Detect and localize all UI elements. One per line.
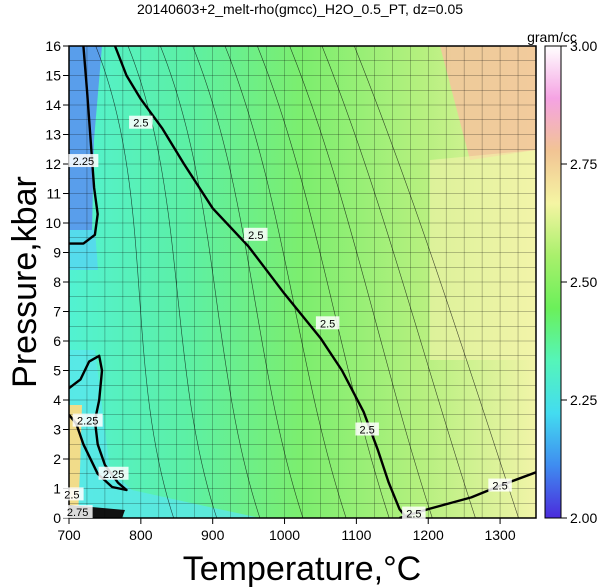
minor-contour-line xyxy=(354,46,519,518)
contour-label: 2.5 xyxy=(320,318,335,330)
minor-contour-line xyxy=(95,46,174,518)
y-tick-label: 4 xyxy=(53,392,61,408)
y-tick-label: 13 xyxy=(45,127,61,143)
minor-contour-line xyxy=(224,46,347,518)
contour-label: 2.5 xyxy=(492,481,507,493)
x-axis-title: Temperature,°C xyxy=(183,550,421,587)
grid xyxy=(69,46,536,518)
minor-contour-line xyxy=(257,46,390,518)
colorbar-bar xyxy=(544,45,562,519)
contour-label-bg xyxy=(129,115,153,129)
contour-label-bg xyxy=(68,154,99,168)
y-tick-label: 1 xyxy=(53,481,61,497)
low-density-lower-region xyxy=(69,350,260,518)
y-tick-label: 12 xyxy=(45,156,61,172)
contour-label: 2.5 xyxy=(64,489,79,501)
contour-line-2-25 xyxy=(69,46,99,245)
low-density-band xyxy=(69,230,98,270)
x-tick-label: 900 xyxy=(201,527,225,543)
minor-contours xyxy=(95,46,519,518)
contour-label-bg xyxy=(60,487,84,501)
contour-label: 2.25 xyxy=(77,416,98,428)
y-axis-title: Pressure,kbar xyxy=(6,176,44,388)
colorbar-tick-label: 2.00 xyxy=(570,510,597,526)
contour-label-bg xyxy=(62,505,93,519)
low-density-region xyxy=(69,46,102,230)
colorbar-label: gram/cc xyxy=(527,29,577,45)
contour-labels: 2.5 2.5 2.5 2.5 2.5 2.5 2.25 2.25 2.25 2.75 2.5 xyxy=(60,115,512,521)
contour-label: 2.5 xyxy=(360,425,375,437)
y-tick-label: 15 xyxy=(45,68,61,84)
colorbar-tick-label: 2.75 xyxy=(570,156,597,172)
y-tick-label: 11 xyxy=(46,186,61,202)
y-tick-label: 6 xyxy=(53,333,61,349)
y-tick-label: 16 xyxy=(45,38,61,54)
x-axis: 700 800 900 1000 1100 1200 1300 xyxy=(57,518,516,543)
contour-label-bg xyxy=(315,316,340,330)
contour-label-bg xyxy=(355,422,379,436)
contour-label-bg xyxy=(72,413,103,427)
contour-label-bg xyxy=(98,466,129,480)
colorbar-tick-label: 2.25 xyxy=(570,392,597,408)
y-tick-label: 7 xyxy=(53,304,61,320)
y-tick-label: 10 xyxy=(45,215,61,231)
high-density-plateau xyxy=(430,150,536,360)
contour-label-bg xyxy=(402,506,426,520)
y-tick-label: 9 xyxy=(53,245,61,261)
chart-title: 20140603+2_melt-rho(gmcc)_H2O_0.5_PT, dz… xyxy=(137,1,463,17)
contour-label: 2.5 xyxy=(133,118,148,130)
contour-label: 2.75 xyxy=(67,507,88,519)
minor-contour-line xyxy=(192,46,304,518)
y-tick-label: 0 xyxy=(53,510,61,526)
minor-contour-line xyxy=(160,46,261,518)
colorbar: gram/cc 2.00 2.25 2.50 2.75 3.00 xyxy=(527,29,597,526)
y-tick-label: 8 xyxy=(53,274,61,290)
y-tick-label: 5 xyxy=(53,363,61,379)
y-tick-label: 14 xyxy=(45,97,61,113)
x-tick-label: 1100 xyxy=(341,527,371,543)
x-tick-label: 1000 xyxy=(269,527,300,543)
colorbar-tick-label: 3.00 xyxy=(570,38,597,54)
x-tick-label: 800 xyxy=(129,527,153,543)
contour-label: 2.25 xyxy=(73,156,94,168)
minor-contour-line xyxy=(321,46,476,518)
x-tick-label: 1300 xyxy=(484,527,515,543)
x-tick-label: 1200 xyxy=(413,527,444,543)
x-tick-label: 700 xyxy=(57,527,81,543)
contour-label: 2.5 xyxy=(248,230,263,242)
minor-contour-line xyxy=(289,46,433,518)
colorbar-ticks: 2.00 2.25 2.50 2.75 3.00 xyxy=(561,38,597,526)
contour-label: 2.25 xyxy=(103,469,124,481)
colorbar-tick-label: 2.50 xyxy=(570,274,597,290)
y-tick-label: 2 xyxy=(53,451,61,467)
contour-label-bg xyxy=(488,478,512,492)
contour-label-bg xyxy=(244,227,268,241)
contour-label: 2.5 xyxy=(406,509,421,521)
y-tick-label: 3 xyxy=(53,422,61,438)
